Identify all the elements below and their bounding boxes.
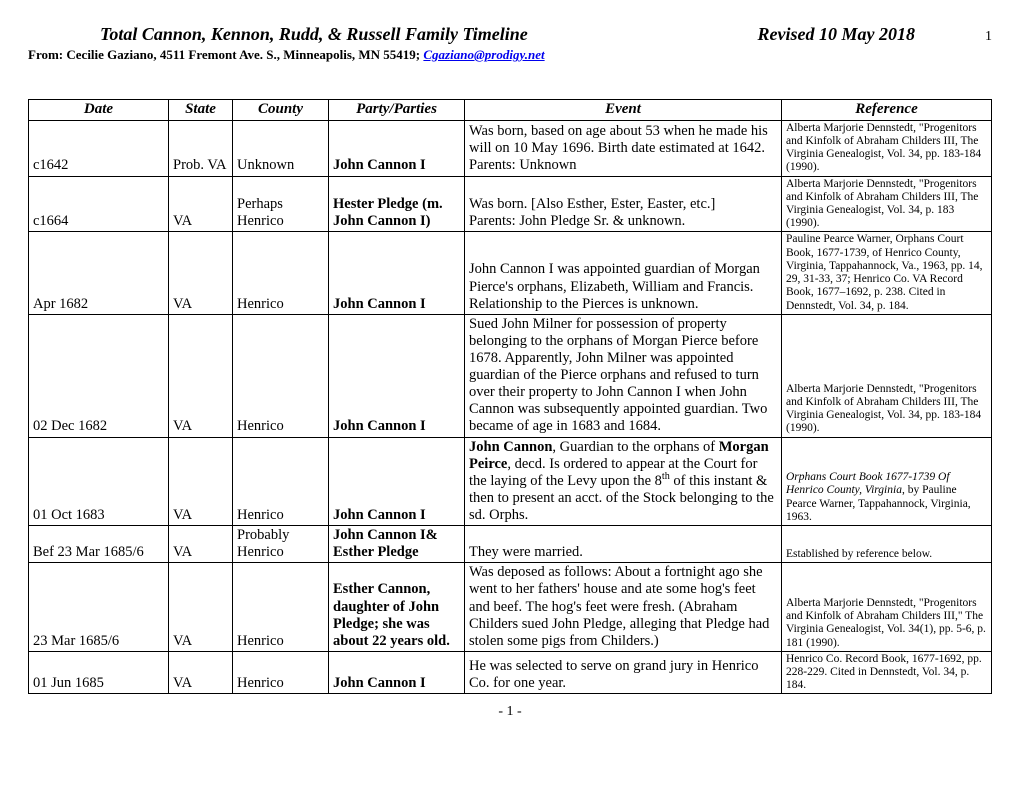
cell-state: VA xyxy=(169,526,233,563)
timeline-table: Date State County Party/Parties Event Re… xyxy=(28,99,992,694)
cell-state: VA xyxy=(169,232,233,314)
cell-date: 01 Oct 1683 xyxy=(29,437,169,526)
cell-county: Henrico xyxy=(233,314,329,437)
cell-party: John Cannon I xyxy=(329,120,465,176)
cell-reference: Alberta Marjorie Dennstedt, "Progenitors… xyxy=(782,314,992,437)
col-party: Party/Parties xyxy=(329,100,465,121)
col-ref: Reference xyxy=(782,100,992,121)
table-row: 23 Mar 1685/6VAHenricoEsther Cannon, dau… xyxy=(29,563,992,652)
cell-reference: Alberta Marjorie Dennstedt, "Progenitors… xyxy=(782,176,992,232)
page-number-top: 1 xyxy=(985,29,992,44)
cell-reference: Alberta Marjorie Dennstedt, "Progenitors… xyxy=(782,563,992,652)
cell-reference: Alberta Marjorie Dennstedt, "Progenitors… xyxy=(782,120,992,176)
table-header-row: Date State County Party/Parties Event Re… xyxy=(29,100,992,121)
table-row: Apr 1682VAHenricoJohn Cannon IJohn Canno… xyxy=(29,232,992,314)
cell-state: VA xyxy=(169,314,233,437)
cell-state: VA xyxy=(169,176,233,232)
cell-event: They were married. xyxy=(465,526,782,563)
cell-party: John Cannon I xyxy=(329,651,465,694)
cell-party: John Cannon I xyxy=(329,232,465,314)
cell-date: c1664 xyxy=(29,176,169,232)
cell-state: VA xyxy=(169,563,233,652)
cell-party: John Cannon I& Esther Pledge xyxy=(329,526,465,563)
table-row: 01 Jun 1685VAHenricoJohn Cannon IHe was … xyxy=(29,651,992,694)
cell-party: John Cannon I xyxy=(329,437,465,526)
cell-party: Hester Pledge (m. John Cannon I) xyxy=(329,176,465,232)
cell-reference: Orphans Court Book 1677-1739 Of Henrico … xyxy=(782,437,992,526)
cell-party: John Cannon I xyxy=(329,314,465,437)
cell-event: He was selected to serve on grand jury i… xyxy=(465,651,782,694)
cell-state: VA xyxy=(169,437,233,526)
cell-party: Esther Cannon, daughter of John Pledge; … xyxy=(329,563,465,652)
cell-county: Henrico xyxy=(233,563,329,652)
table-row: Bef 23 Mar 1685/6VAProbably HenricoJohn … xyxy=(29,526,992,563)
cell-event: Sued John Milner for possession of prope… xyxy=(465,314,782,437)
cell-reference: Henrico Co. Record Book, 1677-1692, pp. … xyxy=(782,651,992,694)
cell-reference: Established by reference below. xyxy=(782,526,992,563)
from-text: From: Cecilie Gaziano, 4511 Fremont Ave.… xyxy=(28,47,423,62)
table-row: c1664VAPerhaps HenricoHester Pledge (m. … xyxy=(29,176,992,232)
cell-date: 02 Dec 1682 xyxy=(29,314,169,437)
table-row: c1642Prob. VAUnknownJohn Cannon IWas bor… xyxy=(29,120,992,176)
col-event: Event xyxy=(465,100,782,121)
from-line: From: Cecilie Gaziano, 4511 Fremont Ave.… xyxy=(28,47,992,63)
col-state: State xyxy=(169,100,233,121)
cell-county: Henrico xyxy=(233,437,329,526)
cell-event: John Cannon I was appointed guardian of … xyxy=(465,232,782,314)
col-county: County xyxy=(233,100,329,121)
from-email-link[interactable]: Cgaziano@prodigy.net xyxy=(423,47,544,62)
cell-state: VA xyxy=(169,651,233,694)
cell-date: 23 Mar 1685/6 xyxy=(29,563,169,652)
cell-reference: Pauline Pearce Warner, Orphans Court Boo… xyxy=(782,232,992,314)
cell-date: 01 Jun 1685 xyxy=(29,651,169,694)
cell-county: Unknown xyxy=(233,120,329,176)
cell-county: Henrico xyxy=(233,651,329,694)
doc-title: Total Cannon, Kennon, Rudd, & Russell Fa… xyxy=(100,24,528,45)
cell-county: Henrico xyxy=(233,232,329,314)
cell-county: Probably Henrico xyxy=(233,526,329,563)
page-number-bottom: - 1 - xyxy=(28,704,992,720)
cell-event: Was born. [Also Esther, Ester, Easter, e… xyxy=(465,176,782,232)
cell-state: Prob. VA xyxy=(169,120,233,176)
page-header: Total Cannon, Kennon, Rudd, & Russell Fa… xyxy=(28,24,992,45)
cell-county: Perhaps Henrico xyxy=(233,176,329,232)
cell-date: Bef 23 Mar 1685/6 xyxy=(29,526,169,563)
cell-event: John Cannon, Guardian to the orphans of … xyxy=(465,437,782,526)
cell-date: Apr 1682 xyxy=(29,232,169,314)
cell-event: Was born, based on age about 53 when he … xyxy=(465,120,782,176)
revised-date: Revised 10 May 2018 xyxy=(758,24,915,44)
col-date: Date xyxy=(29,100,169,121)
table-row: 01 Oct 1683VAHenricoJohn Cannon IJohn Ca… xyxy=(29,437,992,526)
cell-event: Was deposed as follows: About a fortnigh… xyxy=(465,563,782,652)
table-row: 02 Dec 1682VAHenricoJohn Cannon ISued Jo… xyxy=(29,314,992,437)
cell-date: c1642 xyxy=(29,120,169,176)
